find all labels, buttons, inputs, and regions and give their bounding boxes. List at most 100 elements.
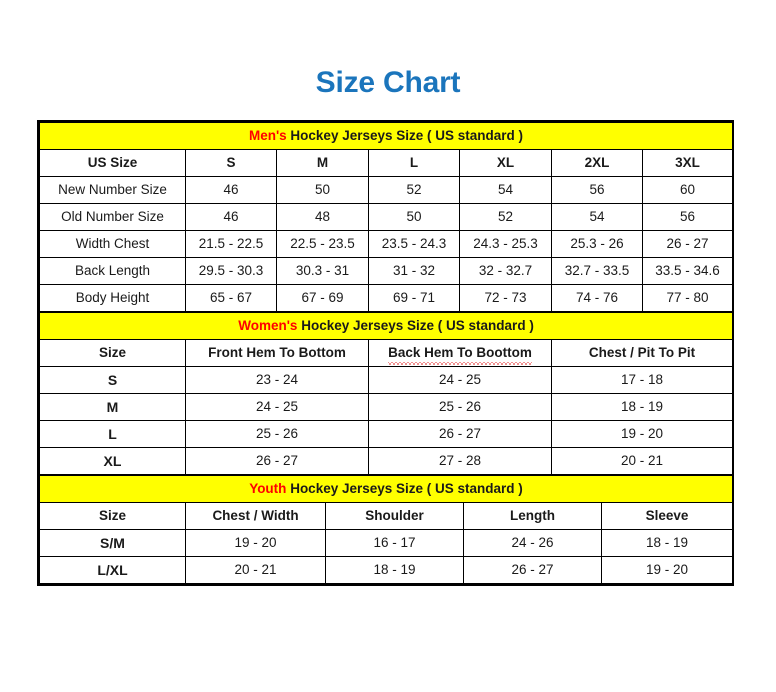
- womens-cell-1-0: 24 - 25: [185, 393, 369, 421]
- youth-cell-0-3: 18 - 19: [601, 529, 733, 557]
- mens-cell-4-1: 67 - 69: [276, 284, 369, 312]
- youth-section-banner-row: Youth Hockey Jerseys Size ( US standard …: [39, 475, 733, 503]
- womens-col-head-2-label: Back Hem To Boottom: [388, 340, 532, 366]
- womens-cell-2-2: 19 - 20: [550, 420, 734, 448]
- mens-cell-3-1: 30.3 - 31: [276, 257, 369, 285]
- mens-cell-2-4: 25.3 - 26: [551, 230, 643, 258]
- mens-cell-3-0: 29.5 - 30.3: [185, 257, 277, 285]
- youth-cell-1-3: 19 - 20: [601, 556, 733, 584]
- womens-cell-2-0: 25 - 26: [185, 420, 369, 448]
- youth-cell-1-2: 26 - 27: [463, 556, 602, 584]
- table-row: Width Chest 21.5 - 22.5 22.5 - 23.5 23.5…: [39, 230, 733, 258]
- youth-row-label-0: S/M: [39, 529, 186, 557]
- mens-section-banner-row: Men's Hockey Jerseys Size ( US standard …: [39, 122, 733, 150]
- mens-cell-3-5: 33.5 - 34.6: [642, 257, 733, 285]
- mens-cell-0-4: 56: [551, 176, 643, 204]
- mens-cell-0-0: 46: [185, 176, 277, 204]
- mens-section-banner: Men's Hockey Jerseys Size ( US standard …: [39, 122, 733, 150]
- womens-cell-2-1: 26 - 27: [368, 420, 552, 448]
- mens-cell-4-4: 74 - 76: [551, 284, 643, 312]
- table-row: M 24 - 25 25 - 26 18 - 19: [39, 393, 734, 421]
- youth-banner-rest: Hockey Jerseys Size ( US standard ): [286, 481, 523, 496]
- mens-cell-1-3: 52: [459, 203, 552, 231]
- womens-banner-rest: Hockey Jerseys Size ( US standard ): [297, 318, 534, 333]
- mens-cell-0-2: 52: [368, 176, 460, 204]
- mens-column-header-row: US Size S M L XL 2XL 3XL: [39, 149, 733, 177]
- youth-cell-1-1: 18 - 19: [325, 556, 464, 584]
- mens-cell-0-1: 50: [276, 176, 369, 204]
- youth-row-label-1: L/XL: [39, 556, 186, 584]
- mens-cell-0-5: 60: [642, 176, 733, 204]
- mens-row-label-2: Width Chest: [39, 230, 186, 258]
- womens-row-label-3: XL: [39, 447, 186, 475]
- womens-cell-3-2: 20 - 21: [550, 447, 734, 475]
- mens-cell-1-4: 54: [551, 203, 643, 231]
- womens-row-label-1: M: [39, 393, 186, 421]
- mens-cell-2-1: 22.5 - 23.5: [276, 230, 369, 258]
- mens-cell-2-5: 26 - 27: [642, 230, 733, 258]
- youth-cell-1-0: 20 - 21: [185, 556, 326, 584]
- mens-cell-4-0: 65 - 67: [185, 284, 277, 312]
- table-row: Old Number Size 46 48 50 52 54 56: [39, 203, 733, 231]
- mens-row-label-4: Body Height: [39, 284, 186, 312]
- mens-col-head-5: 2XL: [551, 149, 643, 177]
- mens-col-head-1: S: [185, 149, 277, 177]
- mens-row-label-1: Old Number Size: [39, 203, 186, 231]
- womens-column-header-row: Size Front Hem To Bottom Back Hem To Boo…: [39, 339, 734, 367]
- womens-size-table: Women's Hockey Jerseys Size ( US standar…: [38, 312, 734, 475]
- youth-cell-0-0: 19 - 20: [185, 529, 326, 557]
- youth-size-table: Youth Hockey Jerseys Size ( US standard …: [39, 475, 733, 584]
- womens-cell-0-0: 23 - 24: [185, 366, 369, 394]
- mens-cell-2-2: 23.5 - 24.3: [368, 230, 460, 258]
- womens-col-head-1: Front Hem To Bottom: [185, 339, 369, 367]
- mens-col-head-4: XL: [459, 149, 552, 177]
- youth-cell-0-1: 16 - 17: [325, 529, 464, 557]
- size-chart-container: Men's Hockey Jerseys Size ( US standard …: [37, 120, 734, 586]
- youth-column-header-row: Size Chest / Width Shoulder Length Sleev…: [39, 502, 733, 530]
- page-title: Size Chart: [315, 66, 461, 99]
- womens-col-head-2: Back Hem To Boottom: [368, 339, 552, 367]
- youth-col-head-0: Size: [39, 502, 186, 530]
- mens-col-head-3: L: [368, 149, 460, 177]
- mens-row-label-0: New Number Size: [39, 176, 186, 204]
- womens-cell-0-1: 24 - 25: [368, 366, 552, 394]
- mens-banner-accent: Men's: [248, 128, 287, 143]
- youth-col-head-3: Length: [463, 502, 602, 530]
- table-row: Back Length 29.5 - 30.3 30.3 - 31 31 - 3…: [39, 257, 733, 285]
- table-row: New Number Size 46 50 52 54 56 60: [39, 176, 733, 204]
- mens-banner-rest: Hockey Jerseys Size ( US standard ): [286, 128, 524, 143]
- womens-cell-1-1: 25 - 26: [368, 393, 552, 421]
- womens-cell-0-2: 17 - 18: [550, 366, 734, 394]
- mens-cell-3-2: 31 - 32: [368, 257, 460, 285]
- womens-section-banner: Women's Hockey Jerseys Size ( US standar…: [38, 312, 734, 340]
- mens-cell-3-4: 32.7 - 33.5: [551, 257, 643, 285]
- youth-col-head-4: Sleeve: [601, 502, 733, 530]
- mens-col-head-0: US Size: [39, 149, 186, 177]
- womens-col-head-0: Size: [39, 339, 186, 367]
- mens-cell-4-3: 72 - 73: [459, 284, 552, 312]
- womens-row-label-0: S: [39, 366, 186, 394]
- mens-cell-4-2: 69 - 71: [368, 284, 460, 312]
- table-row: S 23 - 24 24 - 25 17 - 18: [39, 366, 734, 394]
- youth-col-head-2: Shoulder: [325, 502, 464, 530]
- youth-section-banner: Youth Hockey Jerseys Size ( US standard …: [39, 475, 733, 503]
- table-row: L 25 - 26 26 - 27 19 - 20: [39, 420, 734, 448]
- table-row: L/XL 20 - 21 18 - 19 26 - 27 19 - 20: [39, 556, 733, 584]
- mens-row-label-3: Back Length: [39, 257, 186, 285]
- mens-cell-3-3: 32 - 32.7: [459, 257, 552, 285]
- mens-cell-1-0: 46: [185, 203, 277, 231]
- table-row: XL 26 - 27 27 - 28 20 - 21: [39, 447, 734, 475]
- mens-cell-1-5: 56: [642, 203, 733, 231]
- womens-cell-1-2: 18 - 19: [550, 393, 734, 421]
- table-row: Body Height 65 - 67 67 - 69 69 - 71 72 -…: [39, 284, 733, 312]
- mens-cell-2-0: 21.5 - 22.5: [185, 230, 277, 258]
- youth-banner-accent: Youth: [249, 481, 287, 496]
- mens-cell-1-1: 48: [276, 203, 369, 231]
- womens-cell-3-0: 26 - 27: [185, 447, 369, 475]
- mens-col-head-6: 3XL: [642, 149, 733, 177]
- youth-cell-0-2: 24 - 26: [463, 529, 602, 557]
- womens-row-label-2: L: [39, 420, 186, 448]
- mens-cell-2-3: 24.3 - 25.3: [459, 230, 552, 258]
- mens-cell-1-2: 50: [368, 203, 460, 231]
